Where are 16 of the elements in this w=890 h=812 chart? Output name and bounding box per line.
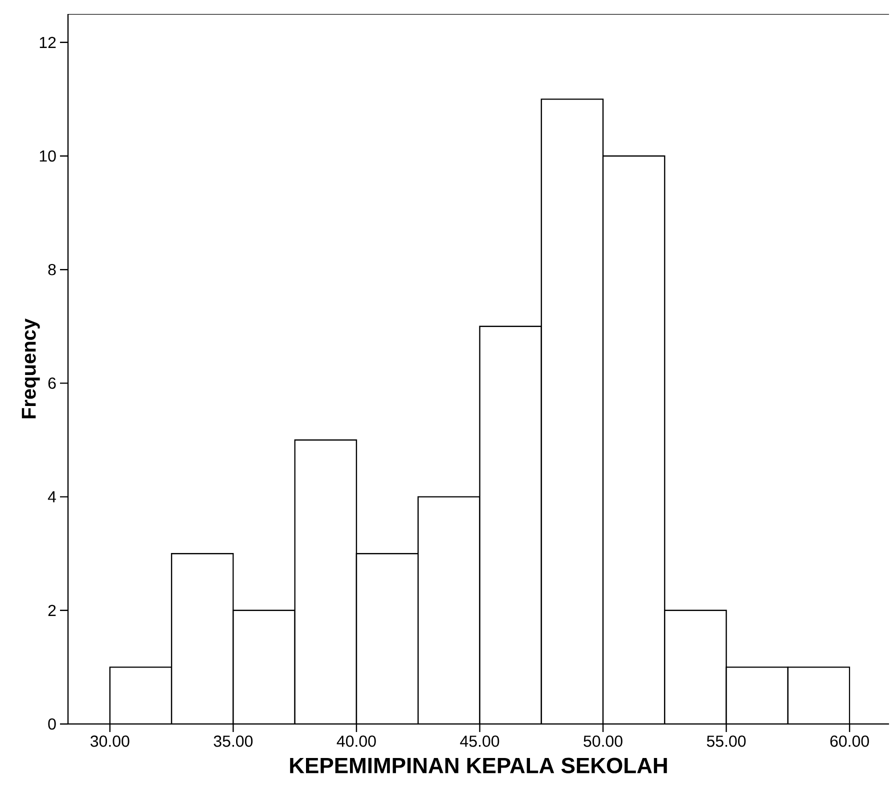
- x-tick-label: 40.00: [336, 736, 376, 747]
- y-tick-label: 0: [48, 718, 56, 730]
- x-tick-label: 30.00: [90, 736, 130, 747]
- y-tick-label: 2: [48, 604, 56, 616]
- x-tick-label: 55.00: [706, 736, 746, 747]
- y-tick-label: 8: [48, 264, 56, 276]
- x-tick-label: 50.00: [584, 736, 622, 747]
- y-tick-label: 6: [48, 378, 56, 389]
- y-tick-label: 12: [40, 36, 56, 48]
- y-axis-title: Frequency: [22, 318, 40, 418]
- x-axis-title: KEPEMIMPINAN KEPALA SEKOLAH: [290, 758, 667, 774]
- x-tick-label: 60.00: [830, 736, 869, 747]
- x-tick-label: 45.00: [460, 736, 500, 747]
- x-tick-label: 35.00: [214, 736, 253, 747]
- y-tick-label: 10: [40, 150, 56, 162]
- y-tick-label: 4: [48, 491, 56, 502]
